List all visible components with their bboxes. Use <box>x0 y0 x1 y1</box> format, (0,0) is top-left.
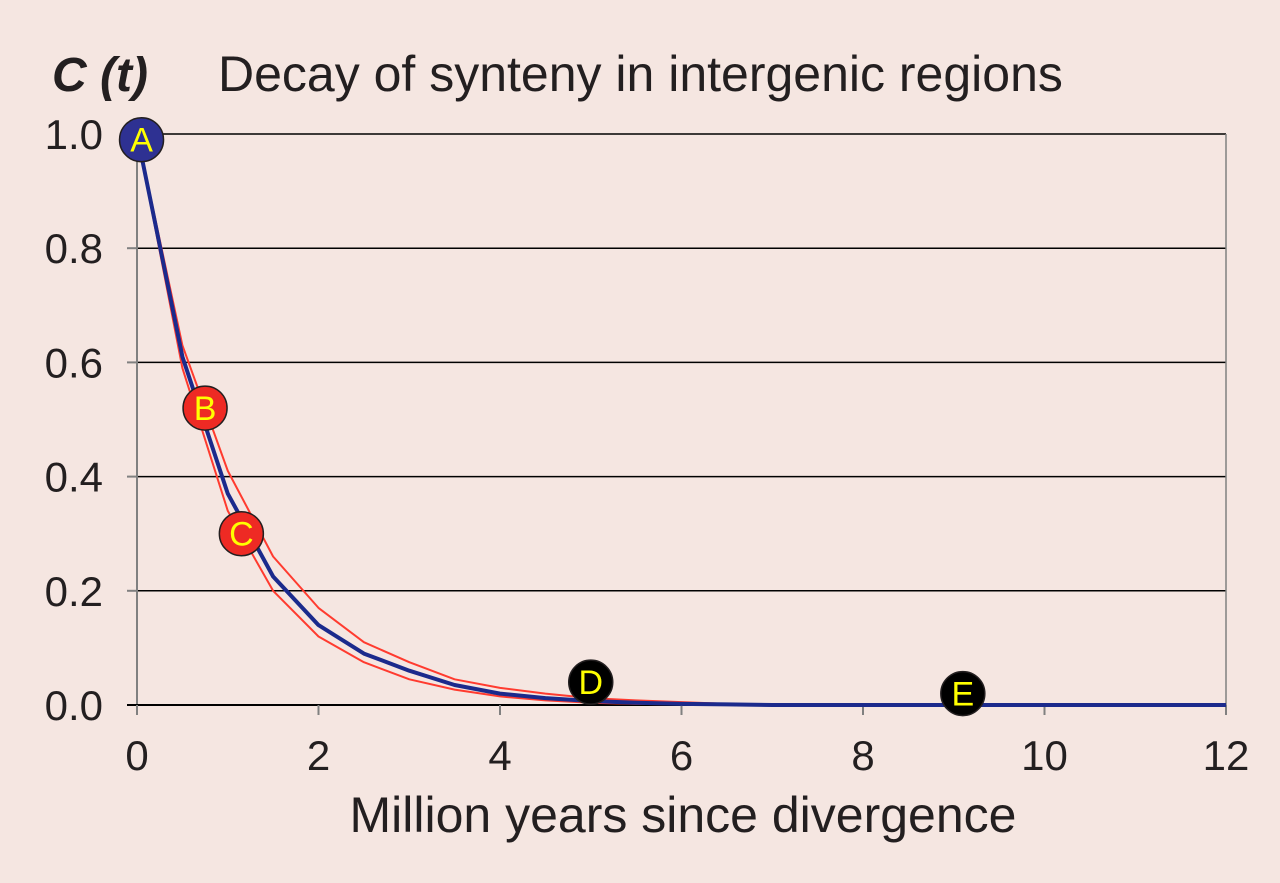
point-label-c: C <box>229 516 254 554</box>
x-tick-label-3: 6 <box>670 732 693 779</box>
series-line-main <box>135 133 1226 707</box>
x-tick-label-0: 0 <box>125 732 148 779</box>
point-c: C <box>218 510 265 557</box>
point-marker-b <box>182 385 228 431</box>
point-marker-d <box>568 659 614 705</box>
y-tick-label-3: 0.6 <box>45 339 103 386</box>
point-label-d: D <box>578 664 603 702</box>
point-markers: A B C D E <box>118 116 986 717</box>
y-tick-label-1: 0.2 <box>45 568 103 615</box>
y-tick-label-0: 0.0 <box>45 682 103 729</box>
tick-labels: 0.0 0.2 0.4 0.6 0.8 1.0 0 2 4 6 8 10 12 <box>45 111 1250 779</box>
series-lines <box>135 133 1226 707</box>
gridlines <box>137 133 1226 592</box>
point-e: E <box>940 670 986 717</box>
point-label-a: A <box>130 122 153 160</box>
x-tick-label-2: 4 <box>488 732 511 779</box>
x-tick-label-4: 8 <box>851 732 874 779</box>
series-line-lower-bound <box>136 133 1226 706</box>
axes <box>127 133 1227 715</box>
point-label-b: B <box>194 390 217 428</box>
x-tick-label-6: 12 <box>1203 732 1250 779</box>
y-tick-label-2: 0.4 <box>45 454 103 501</box>
point-marker-c <box>218 510 265 557</box>
point-d: D <box>568 659 614 705</box>
point-label-e: E <box>951 676 974 714</box>
x-axis-label: Million years since divergence <box>350 787 1017 843</box>
point-b: B <box>182 385 228 431</box>
x-tick-label-1: 2 <box>307 732 330 779</box>
y-axis-label: C (t) <box>52 49 148 102</box>
y-tick-label-4: 0.8 <box>45 225 103 272</box>
point-marker-e <box>940 670 986 717</box>
point-a: A <box>118 116 165 163</box>
x-tick-label-5: 10 <box>1021 732 1068 779</box>
point-marker-a <box>118 116 165 163</box>
y-tick-label-5: 1.0 <box>45 111 103 158</box>
chart-title: Decay of synteny in intergenic regions <box>218 46 1063 102</box>
